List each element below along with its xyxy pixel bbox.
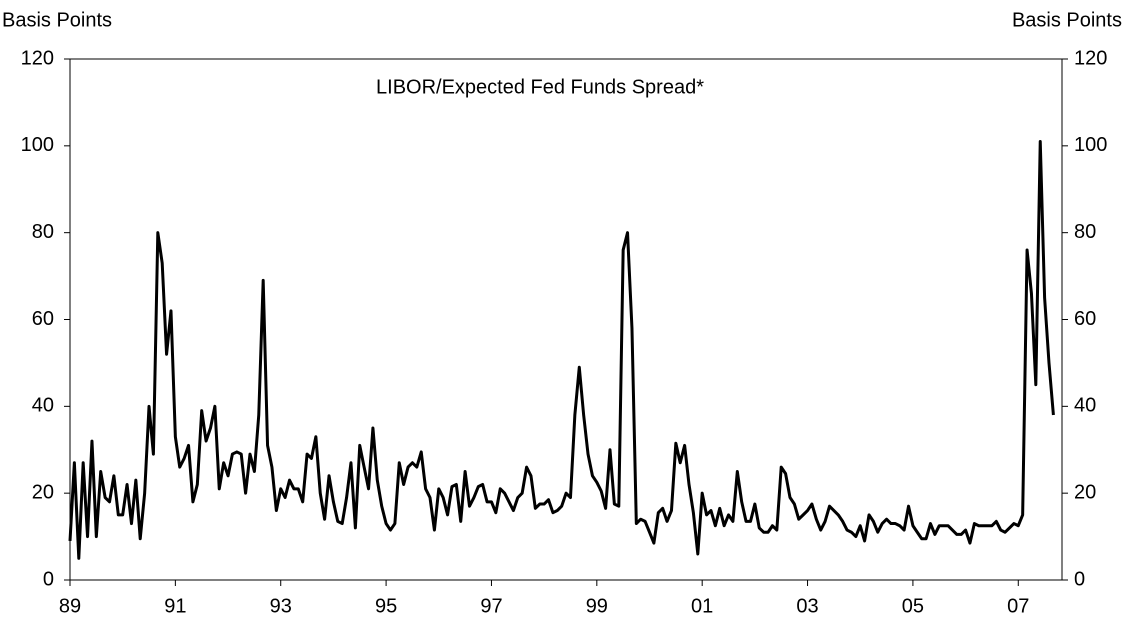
x-tick-label: 93 xyxy=(270,595,292,617)
y-tick-label: 60 xyxy=(32,308,54,330)
x-tick-label: 89 xyxy=(59,595,81,617)
data-line xyxy=(68,139,1055,560)
x-tick-label: 07 xyxy=(1007,595,1029,617)
chart-title: LIBOR/Expected Fed Funds Spread* xyxy=(376,76,704,98)
x-tick-label: 97 xyxy=(480,595,502,617)
x-tick-label: 99 xyxy=(586,595,608,617)
y-tick-label: 20 xyxy=(32,481,54,503)
y2-tick-label: 60 xyxy=(1074,308,1096,330)
y-tick-label: 120 xyxy=(21,47,54,69)
y-axis-label: Basis Points xyxy=(2,9,112,31)
y-tick-label: 0 xyxy=(43,568,54,590)
x-tick-label: 03 xyxy=(796,595,818,617)
y2-axis-label: Basis Points xyxy=(1012,9,1122,31)
y2-tick-label: 20 xyxy=(1074,481,1096,503)
x-tick-label: 91 xyxy=(164,595,186,617)
y2-tick-label: 40 xyxy=(1074,395,1096,417)
y2-tick-label: 100 xyxy=(1074,134,1107,156)
x-tick-label: 01 xyxy=(691,595,713,617)
y2-tick-label: 80 xyxy=(1074,221,1096,243)
y2-tick-label: 0 xyxy=(1074,568,1085,590)
plot-frame xyxy=(69,58,1063,581)
y2-tick-label: 120 xyxy=(1074,47,1107,69)
y-tick-label: 100 xyxy=(21,134,54,156)
x-tick-label: 05 xyxy=(902,595,924,617)
y-tick-label: 40 xyxy=(32,395,54,417)
x-tick-label: 95 xyxy=(375,595,397,617)
y-tick-label: 80 xyxy=(32,221,54,243)
